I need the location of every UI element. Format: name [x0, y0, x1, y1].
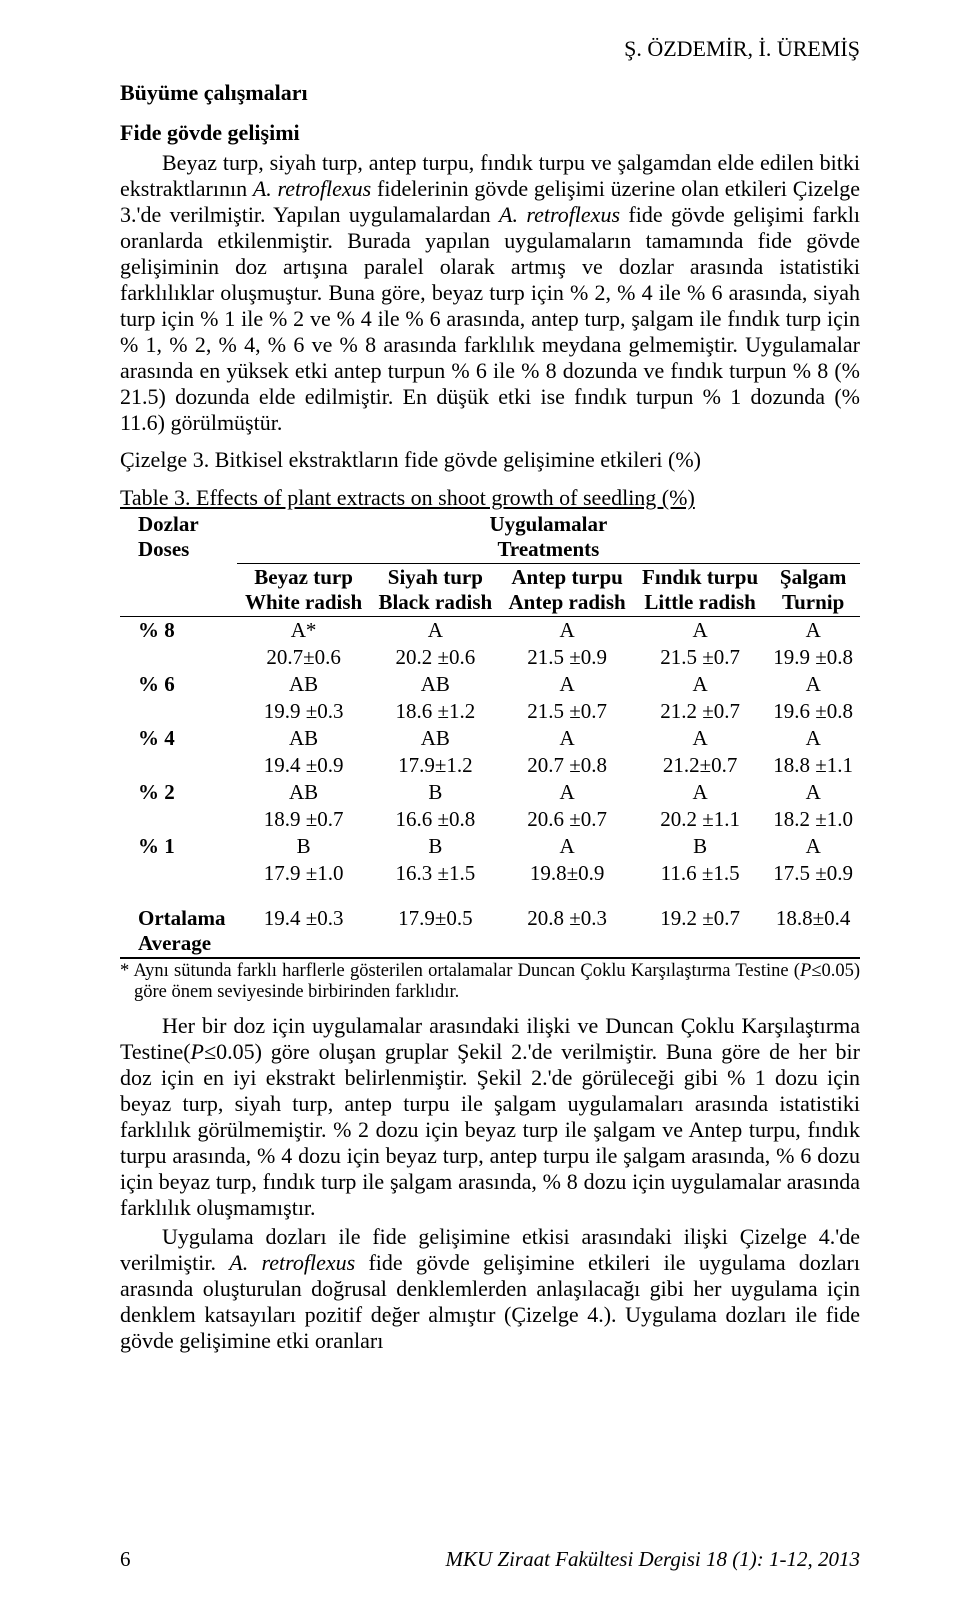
avg-label-en: Average: [138, 931, 211, 955]
paragraph-3: Uygulama dozları ile fide gelişimine etk…: [120, 1224, 860, 1354]
value-cell: 11.6 ±1.5: [634, 860, 766, 887]
avg-value-cell: 17.9±0.5: [370, 905, 500, 958]
value-cell: 21.2 ±0.7: [634, 698, 766, 725]
section-shoot-dev: Fide gövde gelişimi: [120, 120, 860, 146]
group-letter-cell: B: [370, 833, 500, 860]
page-footer: 6 MKU Ziraat Fakültesi Dergisi 18 (1): 1…: [120, 1547, 860, 1572]
value-cell: 19.8±0.9: [500, 860, 634, 887]
page-number: 6: [120, 1547, 131, 1572]
avg-value-cell: 18.8±0.4: [766, 905, 860, 958]
dose-cell: % 8: [120, 617, 237, 672]
p3-b: A. retroflexus: [229, 1250, 355, 1275]
value-cell: 17.9±1.2: [370, 752, 500, 779]
value-cell: 19.4 ±0.9: [237, 752, 371, 779]
group-letter-cell: A: [766, 833, 860, 860]
value-cell: 21.5 ±0.9: [500, 644, 634, 671]
group-letter-cell: A: [500, 725, 634, 752]
group-letter-cell: A: [766, 725, 860, 752]
value-cell: 17.5 ±0.9: [766, 860, 860, 887]
value-cell: 21.2±0.7: [634, 752, 766, 779]
group-letter-cell: B: [370, 779, 500, 806]
fn-b: P≤: [800, 961, 821, 981]
table-caption-tr: Çizelge 3. Bitkisel ekstraktların fide g…: [120, 447, 860, 473]
table-footnote: * Aynı sütunda farklı harflerle gösteril…: [120, 961, 860, 1002]
group-letter-cell: A: [634, 617, 766, 645]
table-col-head: Siyah turpBlack radish: [370, 564, 500, 617]
group-letter-cell: A: [766, 779, 860, 806]
value-cell: 20.2 ±1.1: [634, 806, 766, 833]
dose-cell: % 6: [120, 671, 237, 725]
value-cell: 20.7 ±0.8: [500, 752, 634, 779]
table-shoot-growth: Dozlar Doses Uygulamalar Treatments Beya…: [120, 511, 860, 959]
p1-d: A. retroflexus: [499, 202, 620, 227]
group-letter-cell: AB: [237, 671, 371, 698]
dose-cell: % 4: [120, 725, 237, 779]
value-cell: 18.6 ±1.2: [370, 698, 500, 725]
value-cell: 20.6 ±0.7: [500, 806, 634, 833]
group-letter-cell: A: [500, 779, 634, 806]
dose-cell: % 2: [120, 779, 237, 833]
table-col-head: Beyaz turpWhite radish: [237, 564, 371, 617]
value-cell: 16.3 ±1.5: [370, 860, 500, 887]
dose-cell: % 1: [120, 833, 237, 887]
table-caption-en: Table 3. Effects of plant extracts on sh…: [120, 485, 860, 511]
treat-label-en: Treatments: [241, 537, 856, 562]
value-cell: 18.8 ±1.1: [766, 752, 860, 779]
value-cell: 19.6 ±0.8: [766, 698, 860, 725]
table-col-head: Fındık turpuLittle radish: [634, 564, 766, 617]
table-col-head: Antep turpuAntep radish: [500, 564, 634, 617]
value-cell: 18.9 ±0.7: [237, 806, 371, 833]
avg-label-tr: Ortalama: [138, 906, 225, 930]
value-cell: 16.6 ±0.8: [370, 806, 500, 833]
dose-label-tr: Dozlar: [138, 512, 233, 537]
journal-ref: MKU Ziraat Fakültesi Dergisi 18 (1): 1-1…: [445, 1547, 860, 1572]
group-letter-cell: A*: [237, 617, 371, 645]
group-letter-cell: AB: [237, 725, 371, 752]
p1-b: A. retroflexus: [253, 176, 371, 201]
header-author: Ş. ÖZDEMİR, İ. ÜREMİŞ: [120, 36, 860, 62]
fn-a: * Aynı sütunda farklı harflerle gösteril…: [120, 961, 800, 981]
avg-value-cell: 19.4 ±0.3: [237, 905, 371, 958]
group-letter-cell: A: [766, 617, 860, 645]
value-cell: 19.9 ±0.8: [766, 644, 860, 671]
table-col-head: ŞalgamTurnip: [766, 564, 860, 617]
group-letter-cell: A: [500, 833, 634, 860]
group-letter-cell: B: [634, 833, 766, 860]
p2-c: 0.05) göre oluşan gruplar Şekil 2.'de ve…: [120, 1039, 860, 1220]
group-letter-cell: A: [634, 779, 766, 806]
group-letter-cell: A: [500, 671, 634, 698]
group-letter-cell: A: [766, 671, 860, 698]
p2-b: P≤: [191, 1039, 217, 1064]
avg-value-cell: 19.2 ±0.7: [634, 905, 766, 958]
value-cell: 19.9 ±0.3: [237, 698, 371, 725]
paragraph-1: Beyaz turp, siyah turp, antep turpu, fın…: [120, 150, 860, 435]
value-cell: 17.9 ±1.0: [237, 860, 371, 887]
value-cell: 21.5 ±0.7: [634, 644, 766, 671]
value-cell: 20.7±0.6: [237, 644, 371, 671]
section-growth-studies: Büyüme çalışmaları: [120, 80, 860, 106]
group-letter-cell: AB: [370, 671, 500, 698]
group-letter-cell: AB: [370, 725, 500, 752]
value-cell: 18.2 ±1.0: [766, 806, 860, 833]
group-letter-cell: AB: [237, 779, 371, 806]
dose-label-en: Doses: [138, 537, 233, 562]
p1-e: fide gövde gelişimi farklı oranlarda etk…: [120, 202, 860, 435]
group-letter-cell: A: [634, 725, 766, 752]
treat-label-tr: Uygulamalar: [241, 512, 856, 537]
group-letter-cell: B: [237, 833, 371, 860]
avg-value-cell: 20.8 ±0.3: [500, 905, 634, 958]
value-cell: 20.2 ±0.6: [370, 644, 500, 671]
group-letter-cell: A: [634, 671, 766, 698]
value-cell: 21.5 ±0.7: [500, 698, 634, 725]
paragraph-2: Her bir doz için uygulamalar arasındaki …: [120, 1013, 860, 1221]
group-letter-cell: A: [500, 617, 634, 645]
group-letter-cell: A: [370, 617, 500, 645]
